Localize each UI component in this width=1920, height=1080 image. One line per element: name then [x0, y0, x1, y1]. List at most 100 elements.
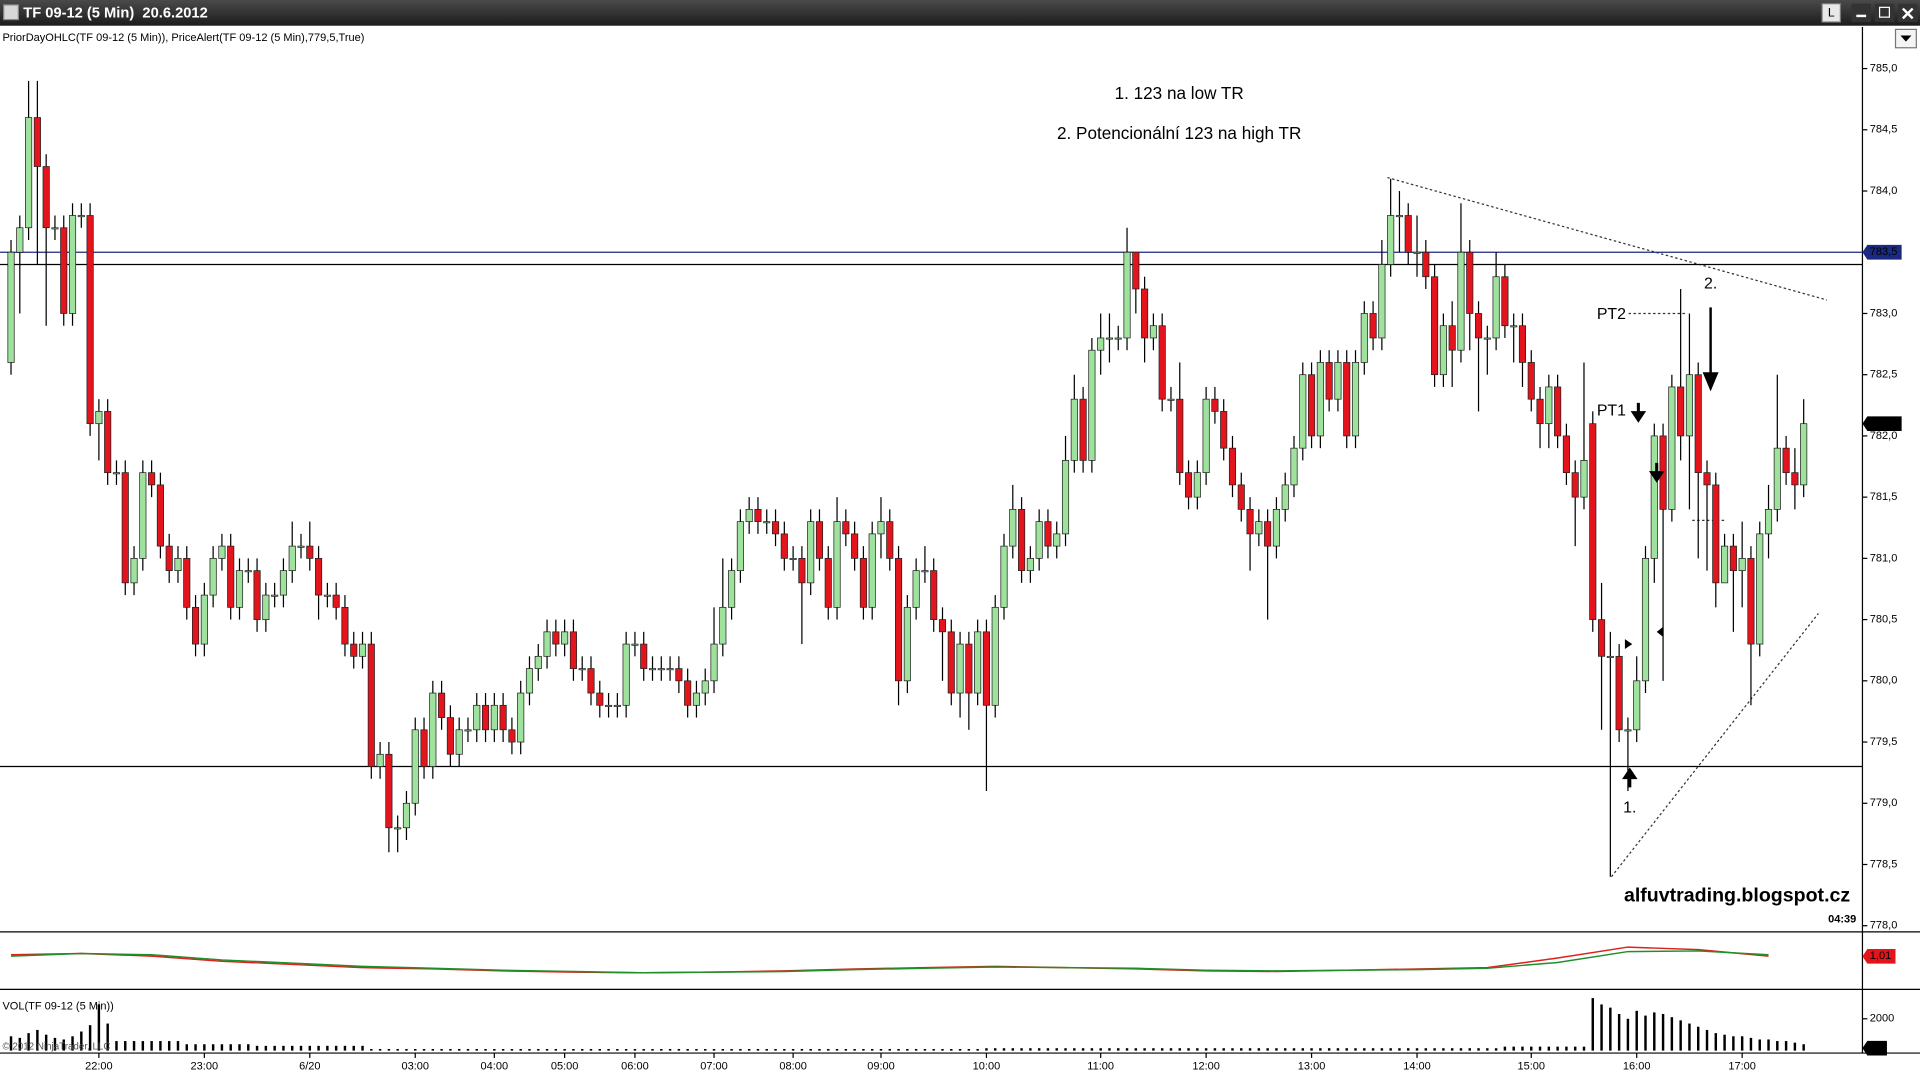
volume-bar — [9, 1036, 13, 1051]
volume-bar — [765, 1049, 768, 1051]
candle-body — [1299, 374, 1307, 449]
volume-bar — [36, 1029, 39, 1051]
candle-body — [684, 680, 692, 706]
volume-bar — [1011, 1048, 1015, 1051]
x-tick-label: 09:00 — [867, 1060, 895, 1072]
volume-bar — [1679, 1020, 1682, 1051]
minimize-button[interactable] — [1851, 3, 1872, 23]
volume-bar — [879, 1049, 883, 1051]
volume-bar — [1248, 1048, 1252, 1051]
volume-bar — [976, 1049, 979, 1051]
candle-body — [183, 558, 191, 608]
volume-bar — [1178, 1048, 1181, 1051]
candle-body — [1782, 447, 1790, 474]
candle-body — [1176, 398, 1184, 474]
candle-body — [165, 545, 173, 571]
volume-bar — [1143, 1048, 1146, 1051]
candle-body — [596, 692, 604, 706]
watermark: alfuvtrading.blogspot.cz — [1624, 884, 1850, 906]
volume-bar — [1398, 1048, 1401, 1051]
volume-bar — [616, 1049, 619, 1051]
candle-body — [1158, 325, 1166, 400]
candle-body — [455, 729, 463, 755]
candle-body — [1184, 472, 1193, 498]
volume-bar — [255, 1045, 259, 1051]
volume-bar — [1723, 1034, 1726, 1051]
candle-body — [1668, 386, 1676, 510]
candle-body — [982, 631, 990, 706]
candle-body — [1694, 374, 1702, 474]
volume-bar — [299, 1045, 303, 1051]
candle-body — [1395, 215, 1403, 218]
candle-body — [763, 521, 771, 524]
x-tick-label: 15:00 — [1517, 1060, 1545, 1072]
candle-body — [332, 594, 340, 608]
volume-bar — [677, 1049, 681, 1051]
candle-body — [1571, 472, 1579, 498]
volume-bar — [238, 1044, 241, 1051]
volume-bar — [1582, 1046, 1586, 1051]
volume-bar — [1793, 1042, 1797, 1051]
volume-bar — [1424, 1048, 1428, 1051]
candle-body — [991, 606, 999, 706]
candle-body — [490, 704, 498, 731]
x-tick-label: 23:00 — [191, 1060, 219, 1072]
candle-body — [1044, 521, 1052, 547]
volume-bar — [1099, 1048, 1102, 1051]
x-tick-label: 03:00 — [401, 1060, 429, 1072]
y-tick-label: 782,5 — [1870, 369, 1898, 381]
candle-body — [112, 472, 121, 475]
volume-bar — [53, 1037, 57, 1051]
volume-bar — [80, 1031, 83, 1051]
volume-bar — [1046, 1048, 1050, 1051]
candle-body — [675, 668, 683, 682]
y-tick-label: 780,0 — [1870, 675, 1898, 687]
volume-bar — [457, 1049, 461, 1051]
volume-bar — [1688, 1023, 1691, 1051]
oscillator-line — [10, 950, 1769, 974]
candle-body — [1308, 374, 1316, 437]
candle-body — [148, 472, 156, 486]
volume-bar — [88, 1025, 92, 1051]
window-buttons: L — [1821, 3, 1918, 23]
volume-bar — [1125, 1048, 1129, 1051]
link-button[interactable] — [1821, 3, 1842, 23]
volume-bar — [1037, 1048, 1041, 1051]
restore-button[interactable] — [1874, 3, 1895, 23]
down-arrow — [1630, 402, 1647, 423]
candle-body — [464, 729, 472, 732]
volume-bar — [1661, 1014, 1665, 1051]
volume-bar — [835, 1049, 839, 1051]
app-icon — [3, 4, 19, 21]
copyright: © 2012 NinjaTrader, LLC — [2, 1042, 110, 1053]
marker — [1656, 626, 1663, 637]
candle-body — [200, 594, 208, 645]
candle-body — [1606, 655, 1614, 658]
candle-body — [227, 545, 235, 608]
volume-bar — [1073, 1048, 1076, 1051]
volume-bar — [159, 1041, 162, 1051]
volume-bar — [1609, 1007, 1612, 1051]
candle-body — [394, 827, 402, 830]
candle-body — [587, 668, 595, 694]
candle-body — [1316, 362, 1324, 437]
candle-body — [1220, 411, 1228, 449]
candle-body — [1747, 558, 1755, 645]
volume-bar — [721, 1049, 725, 1051]
volume-bar — [1134, 1048, 1138, 1051]
volume-bar — [62, 1039, 65, 1051]
candle-body — [358, 643, 367, 657]
candle-body — [824, 558, 832, 608]
annotation: 1. — [1623, 799, 1636, 816]
candle-body — [1149, 325, 1157, 339]
volume-bar — [352, 1045, 355, 1051]
candle-body — [1598, 619, 1606, 657]
candle-body — [895, 558, 903, 682]
volume-bar — [167, 1041, 171, 1051]
restore-glyph — [1878, 6, 1891, 18]
candle-body — [1114, 337, 1122, 340]
candle-body — [306, 545, 314, 559]
volume-bar — [739, 1049, 742, 1051]
volume-bar — [185, 1044, 188, 1051]
